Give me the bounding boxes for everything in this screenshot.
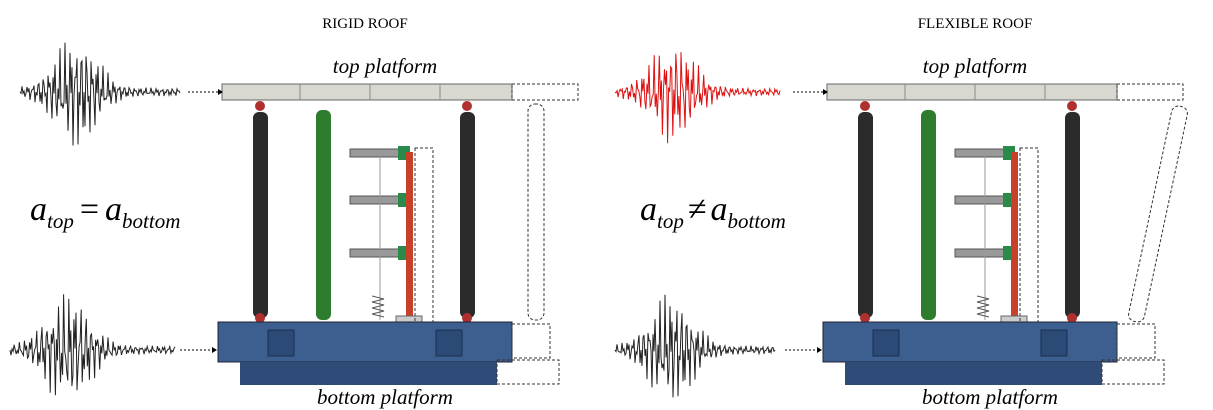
- ghost-column: [527, 103, 545, 321]
- panel-title: FLEXIBLE ROOF: [918, 16, 1033, 32]
- eq-a: a: [30, 191, 47, 228]
- ghost-column-tilted: [1128, 105, 1188, 323]
- equation: atop = abottom: [30, 191, 180, 233]
- eq-a: a: [640, 191, 657, 228]
- signal-wave: [19, 42, 181, 146]
- top-label: top platform: [923, 54, 1027, 78]
- eq-a: a: [711, 191, 728, 228]
- equation: atop ≠ abottom: [640, 191, 786, 233]
- eq-sub: top: [657, 209, 684, 233]
- eq-a: a: [105, 191, 122, 228]
- eq-sub: bottom: [122, 209, 180, 233]
- rigid-rig: [179, 83, 579, 386]
- eq-sub: bottom: [728, 209, 786, 233]
- bottom-label: bottom platform: [922, 385, 1058, 409]
- eq-op: =: [80, 191, 99, 228]
- signal-wave: [614, 294, 776, 398]
- signal-wave: [614, 52, 781, 144]
- flexible-rig: [784, 83, 1184, 386]
- bottom-label: bottom platform: [317, 385, 453, 409]
- eq-sub: top: [47, 209, 74, 233]
- eq-op: ≠: [688, 191, 707, 228]
- waves: [9, 42, 781, 398]
- signal-wave: [9, 294, 176, 396]
- panel-title: RIGID ROOF: [322, 16, 407, 32]
- top-label: top platform: [333, 54, 437, 78]
